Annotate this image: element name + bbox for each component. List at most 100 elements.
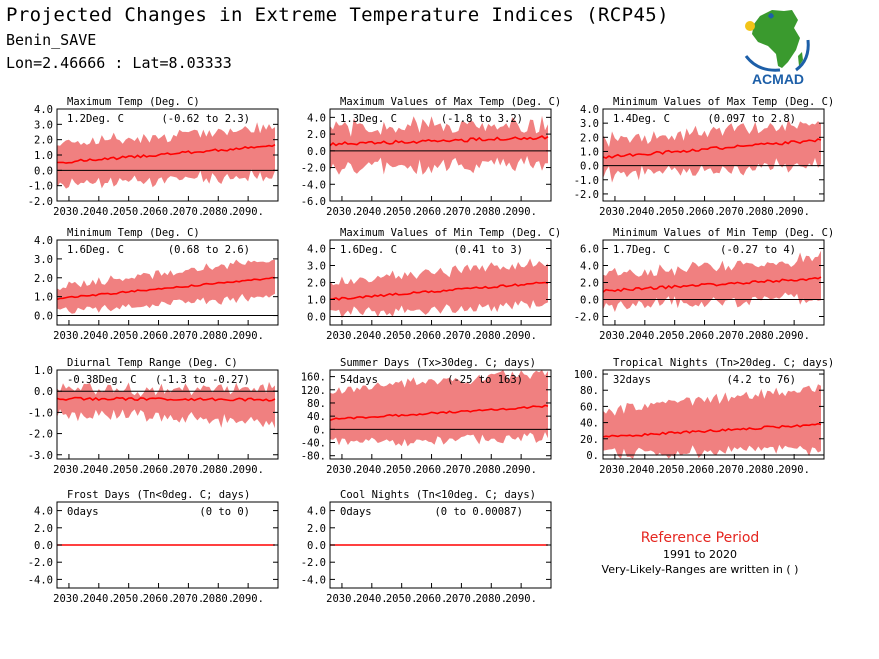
uncertainty-band xyxy=(603,250,821,312)
y-tick-label: 3.0 xyxy=(580,118,599,130)
median-line xyxy=(602,138,822,159)
very-likely-range-note: Very-Likely-Ranges are written in ( ) xyxy=(601,563,799,576)
uncertainty-band xyxy=(330,370,548,447)
y-tick-label: 0.0 xyxy=(34,311,53,323)
x-tick-label: 2080. xyxy=(748,464,780,476)
y-tick-label: -2.0 xyxy=(28,196,53,208)
x-tick-label: 2090. xyxy=(232,206,264,218)
uncertainty-band xyxy=(57,122,275,189)
y-tick-label: 0. xyxy=(586,450,599,462)
chart-panel-7: -3.0-2.0-1.00.01.02030.2040.2050.2060.20… xyxy=(28,357,279,476)
y-tick-label: -4.0 xyxy=(301,179,326,191)
reference-period-years: 1991 to 2020 xyxy=(662,548,738,561)
very-likely-range: (0.097 to 2.8) xyxy=(707,113,796,125)
y-tick-label: 2.0 xyxy=(580,132,599,144)
very-likely-range: (-0.27 to 4) xyxy=(720,244,796,256)
y-tick-label: 3.0 xyxy=(34,254,53,266)
x-tick-label: 2030. xyxy=(53,206,85,218)
projected-change-value: 1.2Deg. C xyxy=(67,113,124,125)
station-name: Benin_SAVE xyxy=(6,31,97,49)
x-tick-label: 2080. xyxy=(202,464,234,476)
uncertainty-band xyxy=(330,115,548,175)
very-likely-range: (-1.8 to 3.2) xyxy=(441,113,523,125)
y-tick-label: 2.0 xyxy=(580,278,599,290)
y-tick-label: -80. xyxy=(301,451,326,463)
chart-panel-9: 0.20.40.60.80.100.2030.2040.2050.2060.20… xyxy=(574,357,835,476)
y-tick-label: 4.0 xyxy=(580,261,599,273)
x-tick-label: 2050. xyxy=(113,593,145,605)
projected-change-value: 0days xyxy=(67,506,99,518)
chart-panel-10: -4.0 -2.0 0.0 2.0 4.0 2030.2040.2050.2060.207… xyxy=(28,489,279,605)
y-tick-label: 4.0 xyxy=(34,235,53,247)
projected-change-value: 1.6Deg. C xyxy=(67,244,124,256)
y-tick-label: -4.0 xyxy=(28,574,53,586)
x-tick-label: 2090. xyxy=(505,330,537,342)
x-tick-label: 2040. xyxy=(356,330,388,342)
x-tick-label: 2080. xyxy=(202,206,234,218)
plot-frame xyxy=(602,108,825,202)
acmad-logo: ACMAD xyxy=(738,6,818,87)
x-tick-label: 2030. xyxy=(326,330,358,342)
x-tick-label: 2040. xyxy=(83,464,115,476)
projected-change-value: -0.38Deg. C xyxy=(67,374,137,386)
y-tick-label: -6.0 xyxy=(301,196,326,208)
x-tick-label: 2060. xyxy=(143,330,175,342)
y-tick-label: 3.0 xyxy=(307,261,326,273)
y-tick-label: -40. xyxy=(301,438,326,450)
y-tick-label: 2.0 xyxy=(307,523,326,535)
panel-title: Minimum Values of Min Temp (Deg. C) xyxy=(613,227,834,239)
x-tick-label: 2060. xyxy=(416,464,448,476)
x-tick-label: 2030. xyxy=(53,593,85,605)
median-line xyxy=(56,143,276,164)
x-tick-label: 2050. xyxy=(113,464,145,476)
page-title: Projected Changes in Extreme Temperature… xyxy=(6,4,669,26)
y-tick-label: 40. xyxy=(307,411,326,423)
y-tick-label: 120. xyxy=(301,385,326,397)
x-tick-label: 2050. xyxy=(113,206,145,218)
y-tick-label: -1.0 xyxy=(28,181,53,193)
x-tick-label: 2040. xyxy=(629,464,661,476)
median-line xyxy=(56,396,276,402)
y-tick-label: 1.0 xyxy=(580,146,599,158)
x-tick-label: 2090. xyxy=(232,330,264,342)
y-tick-label: 2.0 xyxy=(34,273,53,285)
y-tick-label: 4.0 xyxy=(34,506,53,518)
x-tick-label: 2080. xyxy=(202,330,234,342)
y-tick-label: 6.0 xyxy=(580,244,599,256)
plot-frame xyxy=(602,369,825,460)
x-tick-label: 2070. xyxy=(719,206,751,218)
y-tick-label: -2.0 xyxy=(574,312,599,324)
x-tick-label: 2040. xyxy=(83,206,115,218)
y-tick-label: -2.0 xyxy=(301,557,326,569)
y-tick-label: 1.0 xyxy=(34,365,53,377)
x-tick-label: 2040. xyxy=(83,330,115,342)
y-tick-label: 2.0 xyxy=(307,278,326,290)
y-tick-label: 2.0 xyxy=(34,135,53,147)
uncertainty-band xyxy=(57,259,275,314)
chart-panel-2: -6.0 -4.0 -2.0 0.0 2.0 4.0 2030.2040.2050.2060… xyxy=(301,96,562,218)
very-likely-range: (0 to 0) xyxy=(199,506,250,518)
x-tick-label: 2050. xyxy=(659,330,691,342)
panel-title: Minimum Values of Max Temp (Deg. C) xyxy=(613,96,834,108)
y-tick-label: 4.0 xyxy=(307,112,326,124)
y-tick-label: 4.0 xyxy=(307,506,326,518)
chart-panel-4: 0.0 1.0 2.0 3.0 4.0 2030.2040.2050.2060.2070.… xyxy=(34,227,279,342)
x-tick-label: 2070. xyxy=(173,593,205,605)
x-tick-label: 2050. xyxy=(386,206,418,218)
y-tick-label: 0.0 xyxy=(580,161,599,173)
x-tick-label: 2060. xyxy=(689,330,721,342)
x-tick-label: 2040. xyxy=(83,593,115,605)
very-likely-range: (-0.62 to 2.3) xyxy=(161,113,250,125)
x-tick-label: 2070. xyxy=(446,464,478,476)
very-likely-range: (0.68 to 2.6) xyxy=(168,244,250,256)
x-tick-label: 2080. xyxy=(475,593,507,605)
very-likely-range: (-25 to 163) xyxy=(447,374,523,386)
x-tick-label: 2060. xyxy=(143,593,175,605)
y-tick-label: -2.0 xyxy=(28,557,53,569)
y-tick-label: 160. xyxy=(301,372,326,384)
x-tick-label: 2030. xyxy=(326,464,358,476)
x-tick-label: 2090. xyxy=(232,464,264,476)
projected-change-value: 54days xyxy=(340,374,378,386)
median-line xyxy=(329,404,549,422)
